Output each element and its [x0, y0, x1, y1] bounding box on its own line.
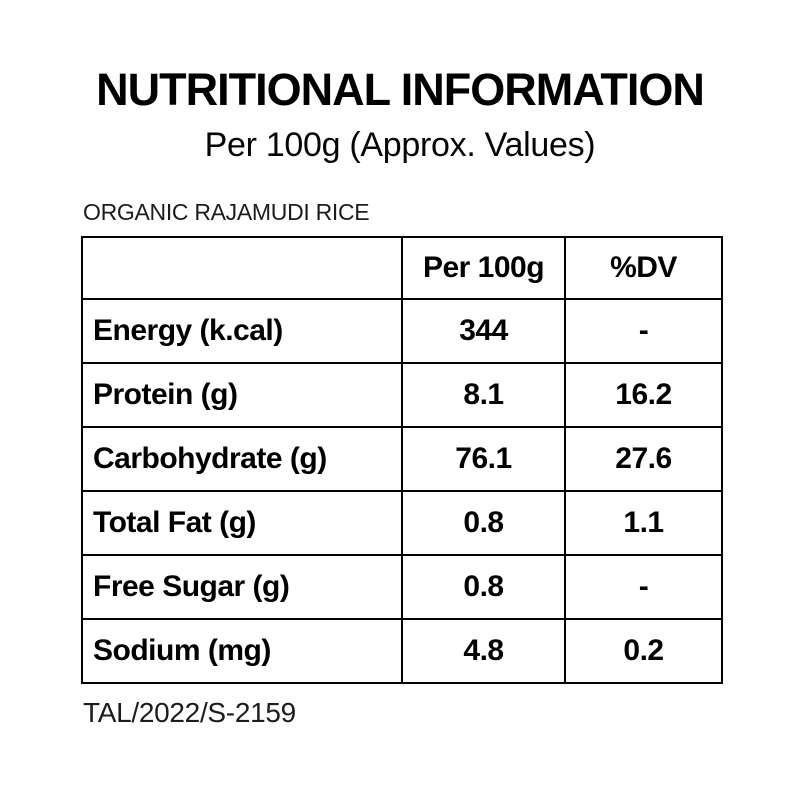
- col-header-per-100g: Per 100g: [401, 235, 566, 300]
- page-title: NUTRITIONAL INFORMATION: [96, 64, 705, 115]
- row-label: Protein (g): [81, 361, 403, 428]
- col-header-dv: %DV: [564, 235, 723, 300]
- row-label: Sodium (mg): [81, 617, 403, 684]
- table-row: Free Sugar (g) 0.8 -: [81, 553, 723, 620]
- row-value-dv: 27.6: [564, 425, 723, 492]
- row-label: Carbohydrate (g): [81, 425, 403, 492]
- table-row: Carbohydrate (g) 76.1 27.6: [81, 425, 723, 492]
- row-value-dv: 0.2: [564, 617, 723, 684]
- row-value-per100g: 0.8: [401, 489, 566, 556]
- table-header-row: Per 100g %DV: [81, 235, 723, 300]
- row-value-dv: -: [564, 297, 723, 364]
- table-row: Sodium (mg) 4.8 0.2: [81, 617, 723, 684]
- table-row: Energy (k.cal) 344 -: [81, 297, 723, 364]
- row-value-dv: -: [564, 553, 723, 620]
- row-label: Free Sugar (g): [81, 553, 403, 620]
- product-name: ORGANIC RAJAMUDI RICE: [83, 199, 370, 226]
- row-value-dv: 1.1: [564, 489, 723, 556]
- row-value-per100g: 4.8: [401, 617, 566, 684]
- row-label: Energy (k.cal): [81, 297, 403, 364]
- row-value-per100g: 344: [401, 297, 566, 364]
- row-label: Total Fat (g): [81, 489, 403, 556]
- row-value-per100g: 76.1: [401, 425, 566, 492]
- table-row: Protein (g) 8.1 16.2: [81, 361, 723, 428]
- row-value-dv: 16.2: [564, 361, 723, 428]
- page-subtitle: Per 100g (Approx. Values): [204, 125, 596, 164]
- col-header-empty: [81, 235, 403, 300]
- row-value-per100g: 8.1: [401, 361, 566, 428]
- row-value-per100g: 0.8: [401, 553, 566, 620]
- license-code: TAL/2022/S-2159: [83, 696, 296, 728]
- table-row: Total Fat (g) 0.8 1.1: [81, 489, 723, 556]
- nutrition-table: Per 100g %DV Energy (k.cal) 344 - Protei…: [81, 235, 723, 684]
